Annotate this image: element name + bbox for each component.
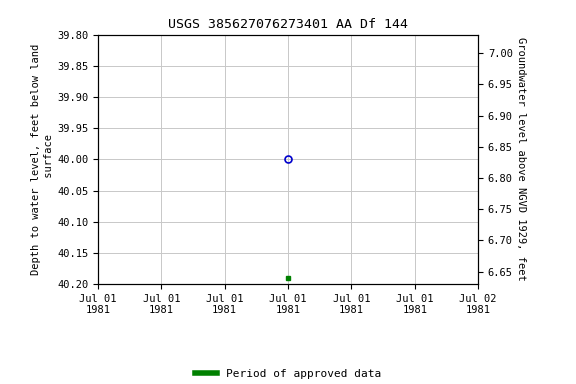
Y-axis label: Groundwater level above NGVD 1929, feet: Groundwater level above NGVD 1929, feet	[516, 38, 525, 281]
Title: USGS 385627076273401 AA Df 144: USGS 385627076273401 AA Df 144	[168, 18, 408, 31]
Legend: Period of approved data: Period of approved data	[191, 364, 385, 384]
Y-axis label: Depth to water level, feet below land
 surface: Depth to water level, feet below land su…	[31, 44, 54, 275]
